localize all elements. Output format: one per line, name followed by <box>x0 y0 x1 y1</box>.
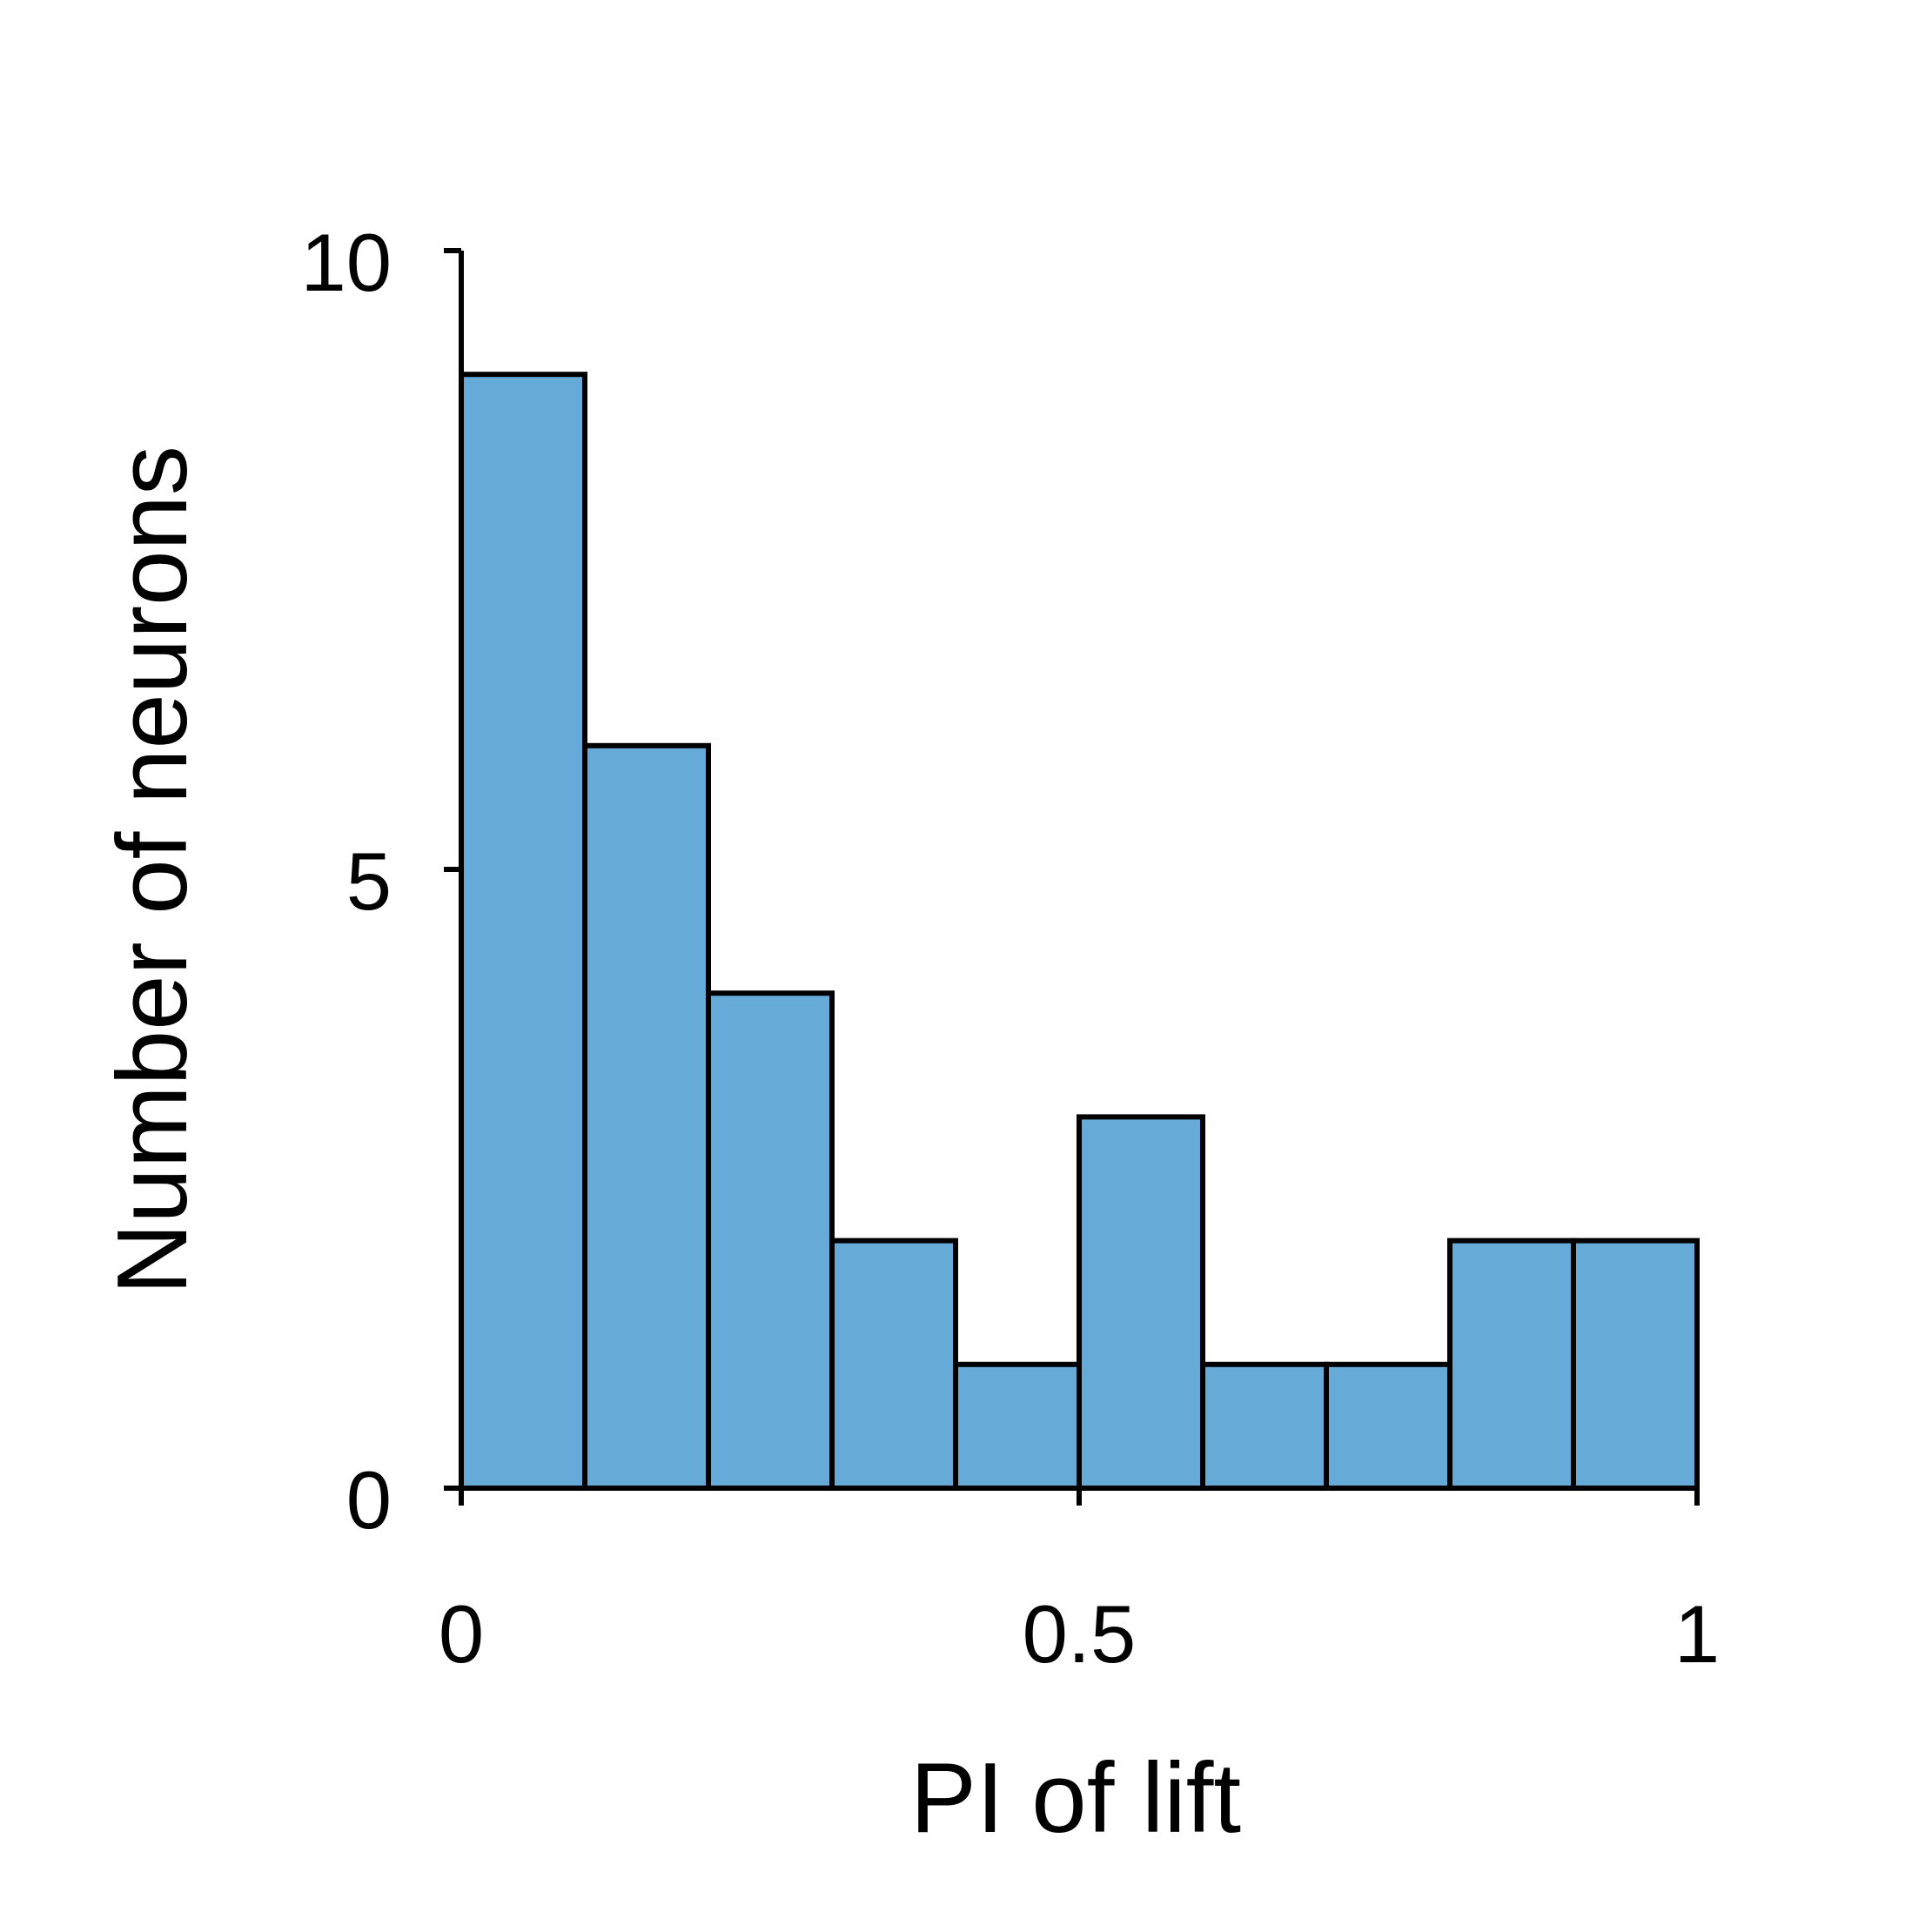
histogram-bar <box>1324 1361 1452 1492</box>
histogram-bar <box>829 1238 958 1491</box>
y-axis-title: Number of neurons <box>97 446 208 1295</box>
x-axis-title: PI of lift <box>910 1743 1241 1854</box>
histogram-bar <box>1571 1238 1700 1491</box>
histogram-bar <box>459 372 587 1492</box>
histogram-bar <box>1077 1114 1205 1492</box>
y-tick-label: 0 <box>346 1454 392 1546</box>
histogram-bar <box>706 990 835 1491</box>
ticks-layer: 0 5 10 0 0.5 1 <box>300 217 1720 1680</box>
x-tick-label: 0.5 <box>1023 1588 1137 1680</box>
bars-layer <box>459 372 1700 1492</box>
y-tick-label: 10 <box>300 217 392 308</box>
x-tick-label: 0 <box>439 1588 484 1680</box>
histogram-bar <box>1200 1361 1329 1492</box>
y-tick-label: 5 <box>346 835 392 927</box>
histogram-bar <box>582 742 711 1491</box>
histogram-bar <box>1447 1238 1576 1491</box>
x-tick-label: 1 <box>1674 1588 1720 1680</box>
histogram-bar <box>953 1361 1082 1492</box>
